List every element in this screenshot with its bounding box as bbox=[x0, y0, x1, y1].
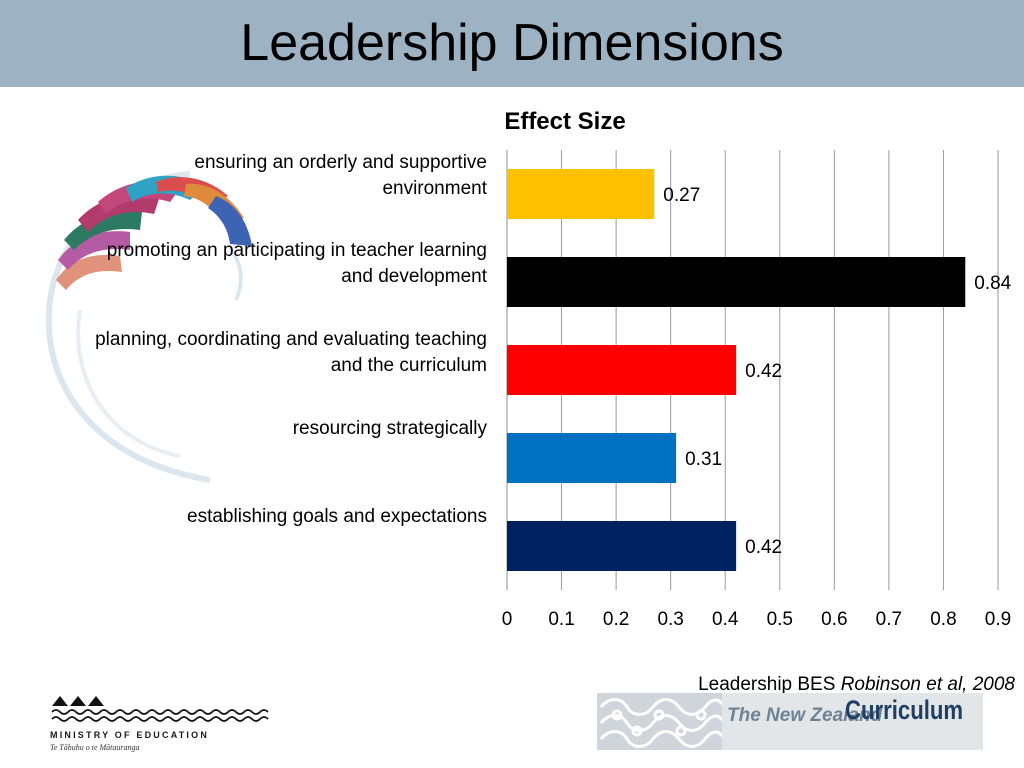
category-label-1: promoting an participating in teacher le… bbox=[106, 240, 487, 287]
bar-3 bbox=[507, 433, 677, 483]
data-label-3: 0.31 bbox=[685, 449, 722, 470]
category-label-2: planning, coordinating and evaluating te… bbox=[95, 329, 487, 376]
source-caption: Leadership BES Robinson et al, 2008 bbox=[560, 674, 1015, 696]
data-label-4: 0.42 bbox=[745, 537, 782, 558]
data-label-0: 0.27 bbox=[663, 185, 700, 206]
category-label-3: resourcing strategically bbox=[292, 418, 487, 439]
x-tick-label-4: 0.4 bbox=[712, 609, 739, 630]
category-label-0: ensuring an orderly and supportive envir… bbox=[194, 152, 487, 199]
nautilus-decoration-icon bbox=[45, 171, 252, 483]
title-band bbox=[0, 0, 1024, 87]
bar-4 bbox=[507, 521, 737, 571]
category-label-4: establishing goals and expectations bbox=[187, 506, 487, 527]
x-tick-label-0: 0 bbox=[502, 609, 513, 630]
chart-data-labels: 0.27 0.84 0.42 0.31 0.42 bbox=[663, 185, 1011, 558]
ministry-logo-icon bbox=[51, 696, 269, 722]
x-tick-label-3: 0.3 bbox=[657, 609, 683, 630]
slide-title: Leadership Dimensions bbox=[240, 14, 784, 72]
ministry-name: MINISTRY OF EDUCATION bbox=[50, 730, 210, 740]
chart-x-tick-labels: 0 0.1 0.2 0.3 0.4 0.5 0.6 0.7 0.8 0.9 bbox=[502, 609, 1012, 630]
x-tick-label-2: 0.2 bbox=[603, 609, 629, 630]
kowhaiwhai-pattern-icon bbox=[597, 693, 722, 750]
curriculum-prefix: The New Zealand bbox=[727, 705, 883, 726]
x-tick-label-5: 0.5 bbox=[767, 609, 793, 630]
x-tick-label-9: 0.9 bbox=[985, 609, 1011, 630]
bar-0 bbox=[507, 169, 655, 219]
x-tick-label-1: 0.1 bbox=[548, 609, 574, 630]
chart-bars bbox=[507, 169, 966, 571]
data-label-1: 0.84 bbox=[974, 273, 1011, 294]
bar-1 bbox=[507, 257, 966, 307]
chart-gridlines bbox=[506, 150, 999, 590]
data-label-2: 0.42 bbox=[745, 361, 782, 382]
x-tick-label-8: 0.8 bbox=[930, 609, 956, 630]
x-tick-label-7: 0.7 bbox=[876, 609, 902, 630]
nz-curriculum-banner: The New Zealand Curriculum bbox=[597, 693, 983, 750]
x-tick-label-6: 0.6 bbox=[821, 609, 847, 630]
bar-2 bbox=[507, 345, 737, 395]
caption-text: Leadership BES bbox=[698, 674, 836, 695]
curriculum-word: Curriculum bbox=[845, 695, 964, 725]
ministry-subtitle: Te Tāhuhu o te Mātauranga bbox=[50, 743, 140, 752]
caption-citation: Robinson et al, 2008 bbox=[840, 674, 1015, 695]
chart-title: Effect Size bbox=[504, 108, 626, 135]
